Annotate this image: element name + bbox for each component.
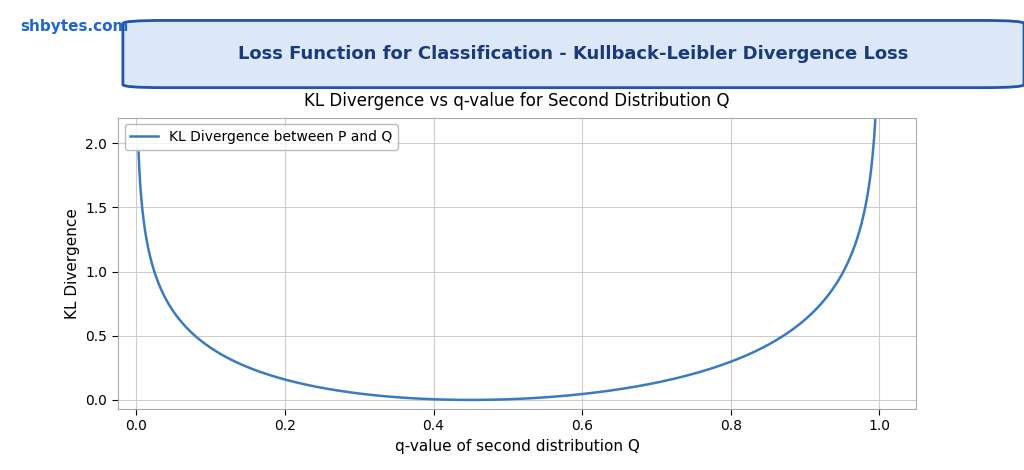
- KL Divergence between P and Q: [871, 75, 884, 81]
- KL Divergence between P and Q: [464, 397, 476, 403]
- KL Divergence between P and Q: [709, 364, 721, 370]
- KL Divergence between P and Q: [431, 397, 443, 402]
- Text: Loss Function for Classification - Kullback-Leibler Divergence Loss: Loss Function for Classification - Kullb…: [239, 45, 908, 63]
- FancyBboxPatch shape: [123, 20, 1024, 87]
- Legend: KL Divergence between P and Q: KL Divergence between P and Q: [125, 125, 398, 149]
- KL Divergence between P and Q: [722, 360, 734, 365]
- KL Divergence between P and Q: [640, 382, 652, 387]
- Title: KL Divergence vs q-value for Second Distribution Q: KL Divergence vs q-value for Second Dist…: [304, 93, 730, 110]
- Line: KL Divergence between P and Q: KL Divergence between P and Q: [138, 78, 878, 400]
- KL Divergence between P and Q: [458, 397, 470, 403]
- KL Divergence between P and Q: [208, 347, 220, 353]
- Text: shbytes.com: shbytes.com: [20, 19, 129, 34]
- KL Divergence between P and Q: [132, 149, 144, 155]
- X-axis label: q-value of second distribution Q: q-value of second distribution Q: [394, 439, 640, 454]
- Y-axis label: KL Divergence: KL Divergence: [65, 208, 80, 319]
